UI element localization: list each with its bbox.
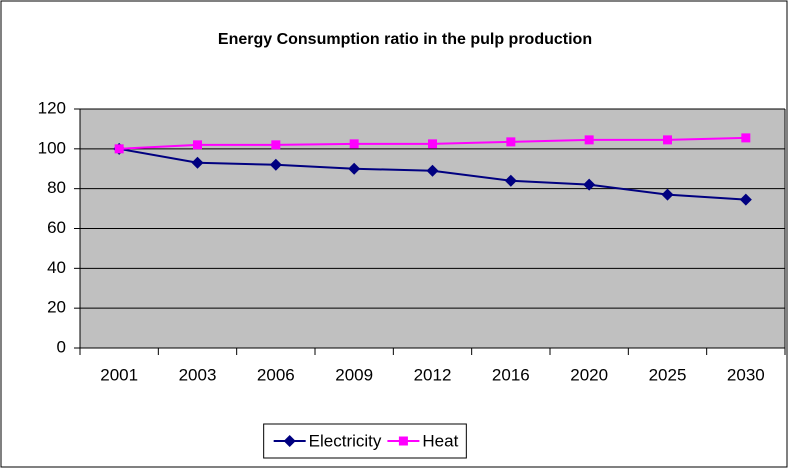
marker-square bbox=[506, 137, 516, 147]
y-tick-label: 0 bbox=[57, 337, 66, 356]
x-tick-label: 2003 bbox=[179, 365, 217, 384]
marker-diamond bbox=[661, 188, 674, 201]
marker-diamond bbox=[504, 174, 517, 187]
marker-square bbox=[663, 135, 672, 145]
y-tick-label: 60 bbox=[47, 218, 66, 237]
marker-square bbox=[584, 135, 594, 145]
marker-square bbox=[193, 140, 202, 150]
legend-label: Electricity bbox=[309, 431, 382, 450]
marker-diamond bbox=[191, 156, 204, 169]
marker-diamond bbox=[426, 164, 439, 177]
x-tick-label: 2006 bbox=[257, 365, 295, 384]
marker-square bbox=[271, 140, 281, 150]
marker-square bbox=[741, 133, 751, 143]
chart-title: Energy Consumption ratio in the pulp pro… bbox=[218, 31, 592, 48]
marker-diamond bbox=[739, 193, 752, 206]
marker-square bbox=[428, 139, 437, 149]
x-tick-label: 2009 bbox=[335, 365, 373, 384]
x-tick-label: 2016 bbox=[492, 365, 530, 384]
x-tick-label: 2030 bbox=[727, 365, 765, 384]
marker-square bbox=[349, 139, 359, 149]
marker-square bbox=[398, 436, 408, 446]
marker-diamond bbox=[269, 158, 282, 171]
marker-diamond bbox=[283, 435, 296, 447]
marker-square bbox=[114, 144, 124, 154]
x-tick-label: 2001 bbox=[100, 365, 138, 384]
y-tick-label: 100 bbox=[38, 138, 66, 157]
marker-diamond bbox=[583, 178, 596, 191]
legend-label: Heat bbox=[422, 431, 458, 450]
y-tick-label: 20 bbox=[47, 298, 66, 317]
y-tick-label: 120 bbox=[38, 98, 66, 117]
marker-diamond bbox=[348, 162, 361, 175]
x-tick-label: 2025 bbox=[649, 365, 687, 384]
x-tick-label: 2012 bbox=[414, 365, 452, 384]
y-tick-label: 40 bbox=[47, 258, 66, 277]
y-tick-label: 80 bbox=[47, 178, 66, 197]
x-tick-label: 2020 bbox=[570, 365, 608, 384]
